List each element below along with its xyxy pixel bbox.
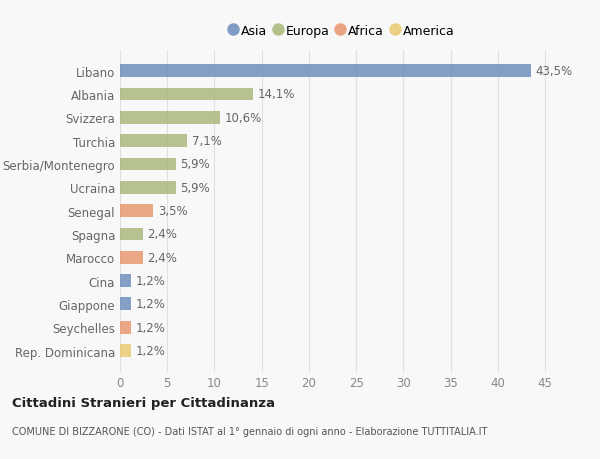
Text: 1,2%: 1,2%	[136, 274, 166, 287]
Text: COMUNE DI BIZZARONE (CO) - Dati ISTAT al 1° gennaio di ogni anno - Elaborazione : COMUNE DI BIZZARONE (CO) - Dati ISTAT al…	[12, 426, 487, 436]
Bar	[120, 274, 131, 287]
Text: Cittadini Stranieri per Cittadinanza: Cittadini Stranieri per Cittadinanza	[12, 396, 275, 409]
Bar	[120, 181, 176, 194]
Bar	[120, 65, 531, 78]
Bar	[120, 298, 131, 311]
Text: 5,9%: 5,9%	[181, 158, 210, 171]
Text: 14,1%: 14,1%	[258, 88, 295, 101]
Text: 10,6%: 10,6%	[225, 112, 262, 124]
Text: 7,1%: 7,1%	[192, 135, 221, 148]
Text: 43,5%: 43,5%	[536, 65, 573, 78]
Text: 3,5%: 3,5%	[158, 205, 187, 218]
Bar	[120, 135, 187, 148]
Bar	[120, 112, 220, 124]
Text: 2,4%: 2,4%	[148, 228, 177, 241]
Bar	[120, 205, 153, 218]
Text: 1,2%: 1,2%	[136, 344, 166, 357]
Text: 5,9%: 5,9%	[181, 181, 210, 194]
Bar	[120, 228, 143, 241]
Bar	[120, 251, 143, 264]
Text: 2,4%: 2,4%	[148, 251, 177, 264]
Bar	[120, 89, 253, 101]
Bar	[120, 344, 131, 357]
Text: 1,2%: 1,2%	[136, 298, 166, 311]
Bar	[120, 321, 131, 334]
Text: 1,2%: 1,2%	[136, 321, 166, 334]
Bar	[120, 158, 176, 171]
Legend: Asia, Europa, Africa, America: Asia, Europa, Africa, America	[226, 22, 458, 42]
